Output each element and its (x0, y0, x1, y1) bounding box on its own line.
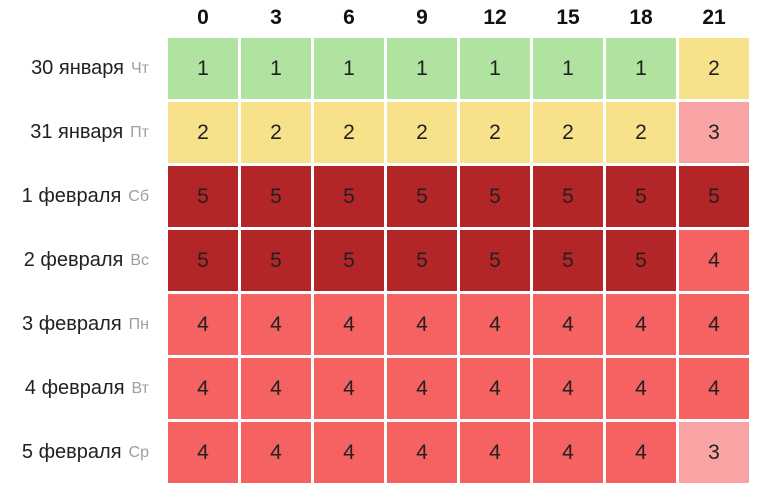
value-cell: 2 (679, 38, 749, 99)
value-cell: 1 (387, 38, 457, 99)
date-text: 2 февраля (23, 249, 124, 271)
row-label: 3 февраля Пн (0, 294, 165, 355)
value-cell: 4 (460, 294, 530, 355)
value-cell: 4 (533, 422, 603, 483)
value-cell: 3 (679, 102, 749, 163)
value-cell: 1 (533, 38, 603, 99)
weekday-text: Вс (130, 251, 149, 269)
row-label: 30 января Чт (0, 38, 165, 99)
hour-header-6: 6 (314, 0, 384, 35)
value-cell: 2 (314, 102, 384, 163)
weekday-text: Сб (128, 187, 149, 205)
value-cell: 4 (606, 422, 676, 483)
date-text: 5 февраля (21, 441, 122, 463)
value-cell: 1 (606, 38, 676, 99)
value-cell: 4 (241, 422, 311, 483)
value-cell: 4 (241, 294, 311, 355)
value-cell: 1 (460, 38, 530, 99)
value-cell: 2 (241, 102, 311, 163)
value-cell: 1 (241, 38, 311, 99)
value-cell: 5 (533, 166, 603, 227)
value-cell: 4 (387, 358, 457, 419)
hour-header-15: 15 (533, 0, 603, 35)
row-label: 4 февраля Вт (0, 358, 165, 419)
value-cell: 4 (314, 422, 384, 483)
value-cell: 4 (606, 294, 676, 355)
value-cell: 5 (606, 166, 676, 227)
value-cell: 5 (241, 166, 311, 227)
value-cell: 2 (606, 102, 676, 163)
value-cell: 5 (679, 166, 749, 227)
hour-header-12: 12 (460, 0, 530, 35)
hour-header-18: 18 (606, 0, 676, 35)
value-cell: 4 (533, 358, 603, 419)
k-index-heatmap: 0 3 6 9 12 15 18 21 30 января Чт 1 1 1 1 1 1 1 2 31 января… (0, 0, 749, 483)
value-cell: 4 (679, 230, 749, 291)
hour-header-9: 9 (387, 0, 457, 35)
weekday-text: Чт (131, 59, 149, 77)
value-cell: 4 (606, 358, 676, 419)
value-cell: 4 (168, 294, 238, 355)
value-cell: 5 (168, 230, 238, 291)
value-cell: 4 (241, 358, 311, 419)
value-cell: 4 (387, 422, 457, 483)
value-cell: 4 (387, 294, 457, 355)
value-cell: 4 (679, 294, 749, 355)
value-cell: 1 (168, 38, 238, 99)
date-text: 31 января (30, 121, 124, 143)
value-cell: 2 (460, 102, 530, 163)
value-cell: 2 (387, 102, 457, 163)
value-cell: 5 (168, 166, 238, 227)
value-cell: 4 (460, 358, 530, 419)
row-label: 1 февраля Сб (0, 166, 165, 227)
value-cell: 2 (533, 102, 603, 163)
date-text: 1 февраля (21, 185, 122, 207)
value-cell: 4 (314, 294, 384, 355)
date-text: 30 января (31, 57, 124, 79)
row-label: 31 января Пт (0, 102, 165, 163)
weekday-text: Ср (128, 443, 149, 461)
value-cell: 4 (679, 358, 749, 419)
value-cell: 5 (387, 166, 457, 227)
value-cell: 2 (168, 102, 238, 163)
value-cell: 4 (460, 422, 530, 483)
row-label: 5 февраля Ср (0, 422, 165, 483)
hour-header-0: 0 (168, 0, 238, 35)
weekday-text: Пт (130, 123, 149, 141)
value-cell: 4 (168, 358, 238, 419)
value-cell: 5 (387, 230, 457, 291)
date-text: 4 февраля (24, 377, 125, 399)
value-cell: 4 (168, 422, 238, 483)
value-cell: 5 (314, 230, 384, 291)
corner-spacer (0, 0, 165, 35)
hour-header-3: 3 (241, 0, 311, 35)
weekday-text: Пн (128, 315, 149, 333)
value-cell: 1 (314, 38, 384, 99)
value-cell: 5 (533, 230, 603, 291)
value-cell: 5 (241, 230, 311, 291)
value-cell: 4 (533, 294, 603, 355)
value-cell: 5 (460, 166, 530, 227)
hour-header-21: 21 (679, 0, 749, 35)
date-text: 3 февраля (22, 313, 122, 335)
value-cell: 5 (314, 166, 384, 227)
value-cell: 5 (606, 230, 676, 291)
row-label: 2 февраля Вс (0, 230, 165, 291)
value-cell: 3 (679, 422, 749, 483)
weekday-text: Вт (131, 379, 149, 397)
value-cell: 5 (460, 230, 530, 291)
value-cell: 4 (314, 358, 384, 419)
